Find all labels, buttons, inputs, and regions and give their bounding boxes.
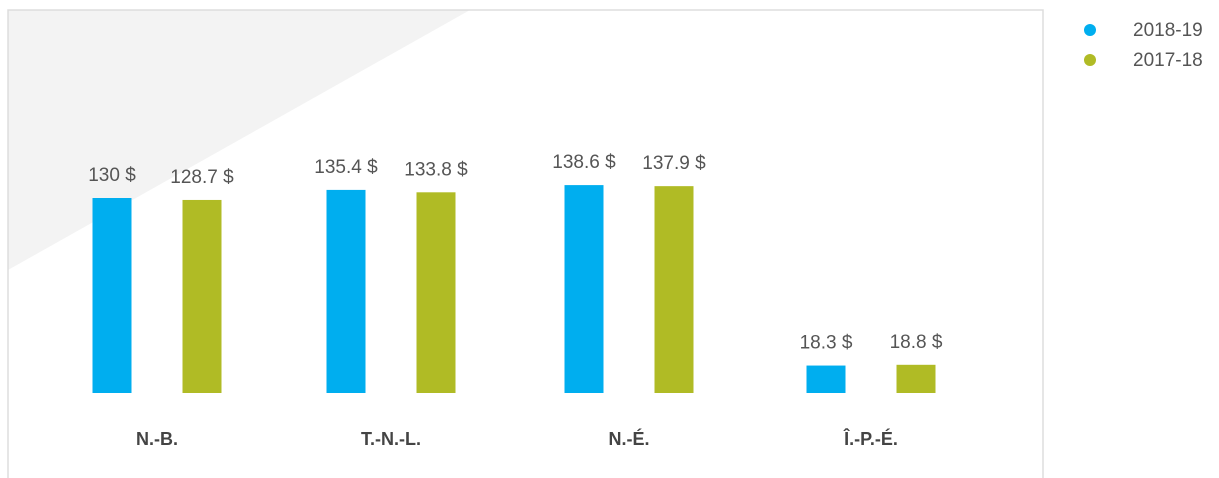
value-label: 18.3 $: [800, 333, 853, 354]
bar: [92, 198, 132, 393]
value-label: 130 $: [88, 165, 136, 186]
x-tick-label: N.-B.: [136, 429, 178, 449]
x-tick-label: N.-É.: [608, 428, 649, 449]
bar: [182, 199, 222, 393]
x-tick-label: T.-N.-L.: [361, 429, 421, 449]
bar: [896, 364, 936, 393]
bar: [806, 365, 846, 393]
bar: [654, 186, 694, 393]
value-label: 138.6 $: [552, 152, 616, 173]
x-tick-label: Î.-P.-É.: [843, 428, 898, 449]
legend-label: 2017-18: [1133, 50, 1203, 71]
panel-border: [7, 9, 1044, 478]
legend-label: 2018-19: [1133, 20, 1203, 41]
bar: [416, 192, 456, 393]
legend-marker: [1084, 24, 1096, 36]
decoration: [8, 10, 470, 270]
bar: [564, 185, 604, 393]
legend-marker: [1084, 54, 1096, 66]
value-label: 128.7 $: [170, 167, 234, 188]
value-label: 18.8 $: [890, 332, 943, 353]
value-label: 135.4 $: [314, 157, 378, 178]
value-label: 137.9 $: [642, 153, 706, 174]
bar: [326, 189, 366, 393]
value-label: 133.8 $: [404, 159, 468, 180]
